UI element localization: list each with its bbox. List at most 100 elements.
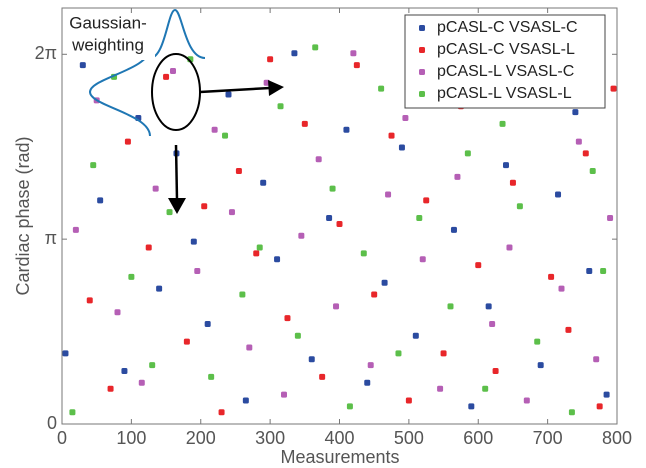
point (596, 403, 603, 410)
point (489, 320, 496, 327)
point (485, 303, 492, 310)
point (499, 120, 506, 127)
legend-swatch (419, 91, 425, 97)
y-tick-label: 2π (35, 43, 57, 63)
legend-frame (404, 14, 606, 109)
point (346, 403, 353, 410)
point (194, 268, 201, 275)
point (326, 215, 333, 222)
point (246, 344, 253, 351)
point (402, 115, 409, 122)
point (572, 109, 579, 116)
point (277, 103, 284, 110)
point (204, 320, 211, 327)
point (256, 244, 263, 251)
point (298, 232, 305, 239)
point (152, 185, 159, 192)
point (447, 303, 454, 310)
point (509, 179, 516, 186)
legend: pCASL-C VSASL-C pCASL-C VSASL-L pCASL-L VS… (404, 14, 606, 109)
highlight-ellipse (151, 53, 201, 131)
point (170, 67, 176, 74)
point (121, 368, 128, 375)
point (333, 303, 340, 310)
point (367, 362, 374, 369)
point (364, 379, 371, 386)
point (225, 91, 232, 98)
legend-swatch (419, 47, 425, 53)
point (378, 85, 385, 92)
point (312, 44, 319, 51)
annotation: weighting (71, 35, 144, 54)
x-tick-label: 300 (255, 428, 285, 448)
point (600, 268, 607, 275)
point (156, 285, 163, 292)
plot-area (62, 38, 617, 416)
point (218, 409, 225, 416)
point (239, 291, 246, 298)
point (124, 138, 131, 145)
point (211, 126, 218, 133)
x-tick-label: 600 (463, 428, 493, 448)
y-tick-label: π (45, 228, 57, 248)
point (450, 226, 457, 233)
point (336, 220, 343, 227)
point (437, 385, 444, 392)
legend-label: pCASL-C VSASL-C (437, 19, 578, 36)
point (593, 356, 600, 363)
point (610, 85, 617, 92)
point (558, 285, 565, 292)
point (506, 244, 513, 251)
annotation: Gaussian- (69, 13, 146, 32)
legend-label: pCASL-L VSASL-C (437, 63, 574, 80)
point (97, 197, 104, 204)
point (315, 156, 322, 163)
point (464, 150, 471, 157)
point (284, 315, 291, 322)
y-axis-label: Cardiac phase (rad) (13, 136, 33, 295)
point (516, 203, 523, 210)
point (475, 262, 482, 269)
annotation-bg (65, 10, 155, 60)
point (242, 397, 249, 404)
point (149, 362, 156, 369)
point (138, 379, 145, 386)
point (274, 256, 281, 263)
point (235, 167, 242, 174)
point (190, 238, 197, 245)
legend-label: pCASL-L VSASL-L (437, 85, 572, 102)
point (381, 279, 388, 286)
point (423, 197, 430, 204)
point (534, 338, 541, 345)
point (260, 179, 267, 186)
point (69, 409, 76, 416)
point (79, 62, 86, 69)
point (568, 409, 575, 416)
point (398, 144, 405, 151)
point (586, 268, 593, 275)
point (416, 215, 423, 222)
point (523, 397, 530, 404)
x-axis-label: Measurements (280, 447, 399, 467)
point (90, 162, 97, 169)
point (482, 385, 489, 392)
point (575, 138, 582, 145)
point (537, 362, 544, 369)
point (72, 226, 79, 233)
point (86, 297, 93, 304)
x-tick-label: 700 (533, 428, 563, 448)
legend-label: pCASL-C VSASL-L (437, 41, 575, 58)
point (222, 132, 229, 139)
point (353, 62, 360, 69)
point (267, 56, 274, 63)
x-tick-label: 200 (186, 428, 216, 448)
point (405, 397, 412, 404)
point (419, 256, 426, 263)
point (145, 244, 152, 251)
point (468, 403, 475, 410)
point (503, 162, 509, 169)
point (555, 191, 562, 198)
point (128, 273, 135, 280)
point (208, 373, 215, 380)
point (607, 215, 614, 222)
